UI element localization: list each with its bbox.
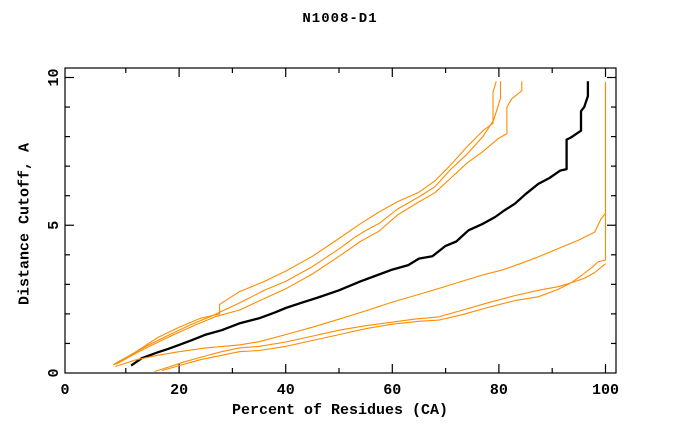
x-tick-label: 80 (490, 382, 508, 399)
x-tick-label: 0 (60, 382, 69, 399)
x-axis-label: Percent of Residues (CA) (231, 402, 449, 419)
y-tick-label: 0 (46, 368, 63, 377)
x-tick-label: 60 (383, 382, 401, 399)
x-tick-label: 20 (170, 382, 188, 399)
x-tick-label: 100 (592, 382, 619, 399)
chart-title: N1008-D1 (302, 11, 378, 27)
series-orange-steep-3 (115, 81, 523, 365)
series-black-main (130, 81, 590, 367)
plot-frame (64, 67, 617, 374)
series-orange-steep-1 (112, 81, 497, 366)
y-axis-label: Distance Cutoff, A (16, 142, 34, 306)
y-tick-label: 10 (46, 68, 63, 86)
series-orange-mid (114, 81, 607, 368)
y-tick-label: 5 (46, 221, 63, 230)
x-tick-label: 40 (277, 382, 295, 399)
series-orange-low-1 (154, 263, 606, 373)
series-orange-low-2 (161, 83, 607, 372)
series-orange-steep-2 (113, 81, 502, 365)
